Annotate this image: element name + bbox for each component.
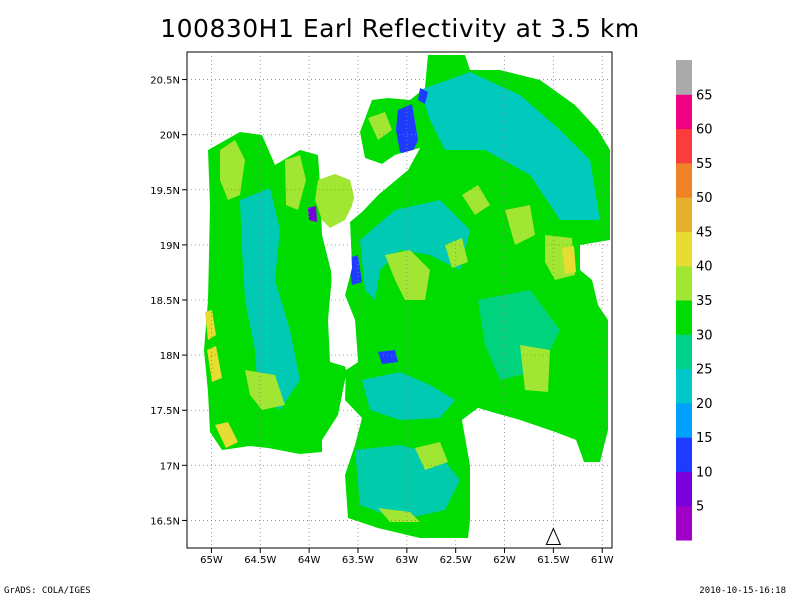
low-spot-5 xyxy=(308,206,317,222)
colorbar-label: 40 xyxy=(696,260,713,275)
high-cell-11 xyxy=(378,508,420,522)
x-tick-label: 62W xyxy=(493,555,516,566)
colorbar-swatch xyxy=(676,437,692,472)
y-tick-label: 19N xyxy=(160,241,180,252)
high-cell-3 xyxy=(385,250,430,300)
y-tick-label: 20.5N xyxy=(150,76,180,87)
y-tick-label: 17.5N xyxy=(150,406,180,417)
colorbar-label: 35 xyxy=(696,294,713,309)
high-cell-6 xyxy=(520,345,550,392)
lat-lon-grid xyxy=(187,52,612,548)
colorbar-swatch xyxy=(676,60,692,95)
colorbar-label: 10 xyxy=(696,465,713,480)
high-cell-1 xyxy=(220,140,245,200)
colorbar-label: 60 xyxy=(696,123,713,138)
colorbar-swatch xyxy=(676,162,692,198)
y-tick-label: 16.5N xyxy=(150,516,180,527)
colorbar-swatch xyxy=(676,197,692,232)
y-tick-label: 18N xyxy=(160,351,180,362)
x-tick-label: 64.5W xyxy=(244,555,276,566)
colorbar-label: 50 xyxy=(696,191,713,206)
low-spot-2 xyxy=(418,88,428,104)
low-spot-1 xyxy=(396,104,418,158)
footer-timestamp: 2010-10-15-16:18 xyxy=(699,586,786,596)
high-cell-9 xyxy=(368,112,392,140)
reflectivity-field xyxy=(204,55,610,548)
y-tick-label: 17N xyxy=(160,461,180,472)
high-cell-4 xyxy=(505,205,535,245)
colorbar-swatch xyxy=(676,128,692,164)
north-gap xyxy=(352,148,420,212)
y-tick-label: 18.5N xyxy=(150,296,180,307)
footer-credit: GrADS: COLA/IGES xyxy=(4,586,91,596)
north-fragment xyxy=(315,174,355,228)
high-cell-8 xyxy=(445,238,468,268)
high-cell-7 xyxy=(245,370,285,410)
x-tick-label: 61.5W xyxy=(537,555,569,566)
max-cell-west-2 xyxy=(207,346,222,382)
colorbar-label: 5 xyxy=(696,500,704,515)
axis-ticks: 65W 64.5W 64W 63.5W 63W 62.5W 62W 61.5W 61W 16.5N… xyxy=(150,76,613,566)
colorbar-swatch xyxy=(676,265,692,301)
colorbar-swatch xyxy=(676,334,692,370)
x-tick-label: 64W xyxy=(298,555,321,566)
colorbar-label: 20 xyxy=(696,397,713,412)
colorbar-label: 25 xyxy=(696,363,713,378)
south-clear-area xyxy=(462,408,588,548)
colorbar-swatch xyxy=(676,471,692,507)
map-title: 100830H1 Earl Reflectivity at 3.5 km xyxy=(160,14,640,43)
colorbar-swatch xyxy=(676,368,692,404)
low-reflectivity-band-4 xyxy=(240,188,300,410)
colorbar-label: 30 xyxy=(696,328,713,343)
colorbar-swatch xyxy=(676,94,692,130)
low-reflectivity-band-3 xyxy=(362,372,455,420)
storm-marker-triangle-icon xyxy=(545,527,562,545)
high-cell-10 xyxy=(462,185,490,215)
high-cell-2 xyxy=(285,155,306,210)
y-tick-label: 20N xyxy=(160,131,180,142)
colorbar: 5 10 15 20 25 30 35 40 45 50 55 60 65 xyxy=(676,60,713,541)
colorbar-label: 45 xyxy=(696,225,713,240)
x-tick-label: 63W xyxy=(396,555,419,566)
y-tick-label: 19.5N xyxy=(150,186,180,197)
colorbar-label: 55 xyxy=(696,157,713,172)
low-reflectivity-band-2 xyxy=(360,200,470,300)
max-cell-west-1 xyxy=(205,310,216,340)
colorbar-swatch xyxy=(676,505,692,541)
max-cell-west-3 xyxy=(215,422,238,448)
high-cell-12 xyxy=(415,442,448,470)
storm-eye xyxy=(330,222,358,370)
x-tick-label: 63.5W xyxy=(342,555,374,566)
low-spot-4 xyxy=(378,350,398,364)
x-tick-label: 65W xyxy=(200,555,223,566)
max-cell-east xyxy=(562,246,576,274)
low-reflectivity-band-1 xyxy=(420,72,600,220)
colorbar-label: 15 xyxy=(696,431,713,446)
colorbar-label: 65 xyxy=(696,88,713,103)
x-tick-label: 61W xyxy=(591,555,614,566)
colorbar-swatch xyxy=(676,300,692,335)
colorbar-swatch xyxy=(676,231,692,267)
x-tick-label: 62.5W xyxy=(440,555,472,566)
colorbar-swatch xyxy=(676,402,692,438)
